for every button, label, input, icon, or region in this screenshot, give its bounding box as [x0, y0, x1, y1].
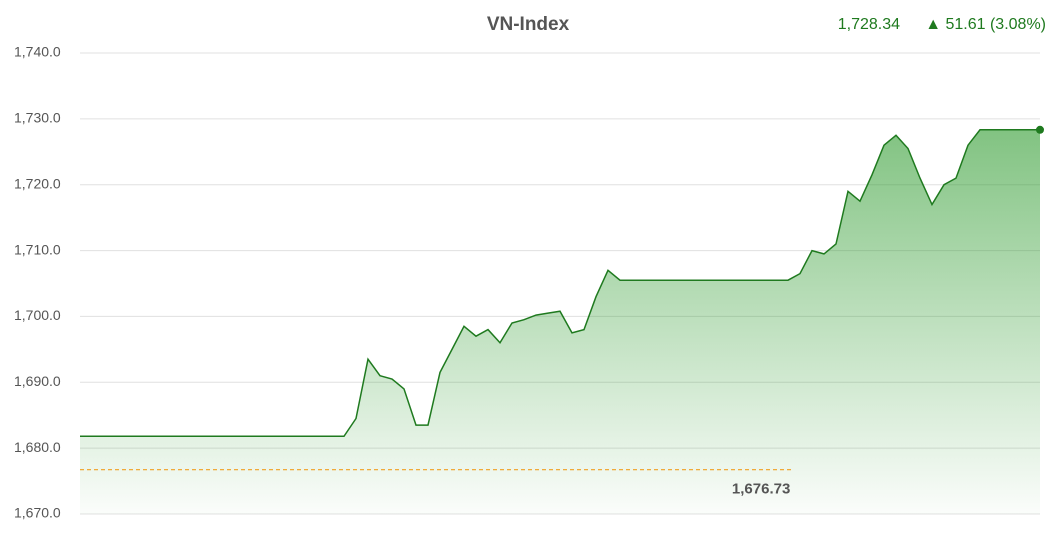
chart-title: VN-Index — [487, 14, 570, 35]
change-value: ▲ 51.61 (3.08%) — [925, 16, 1046, 33]
current-value: 1,728.34 — [838, 16, 900, 33]
last-point — [1036, 125, 1044, 134]
y-tick-label: 1,680.0 — [14, 439, 61, 455]
line — [80, 129, 1040, 438]
y-tick-label: 1,720.0 — [14, 175, 61, 191]
y-tick-label: 1,670.0 — [14, 505, 61, 521]
area — [80, 129, 1040, 515]
y-tick-label: 1,740.0 — [14, 44, 61, 60]
y-tick-label: 1,700.0 — [14, 307, 61, 323]
y-tick-label: 1,730.0 — [14, 110, 61, 126]
y-tick-label: 1,710.0 — [14, 241, 61, 257]
reference-label: 1,676.73 — [732, 481, 790, 498]
y-tick-label: 1,690.0 — [14, 373, 61, 389]
